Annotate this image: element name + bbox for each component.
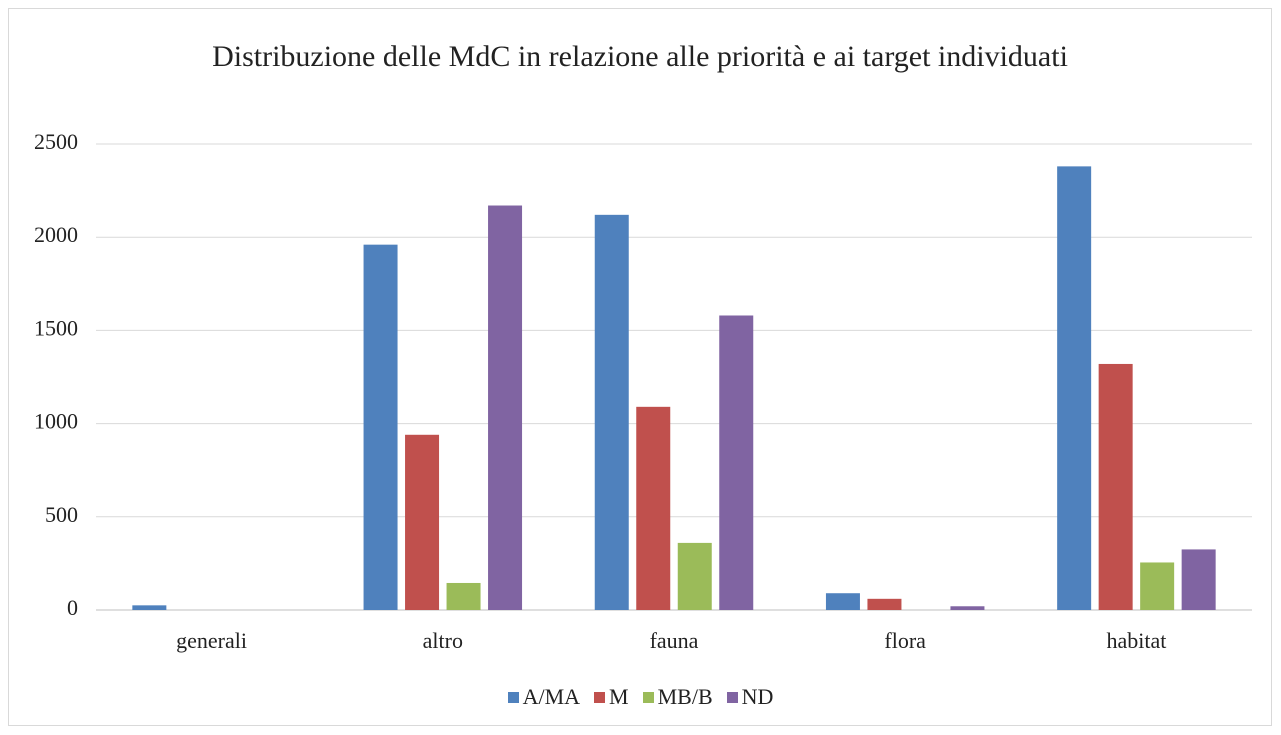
chart-title: Distribuzione delle MdC in relazione all… — [212, 40, 1068, 73]
legend: A/MA M MB/B ND — [0, 684, 1281, 710]
y-tick-label: 2500 — [34, 129, 78, 154]
x-tick-label: fauna — [650, 628, 699, 653]
bar — [677, 542, 712, 610]
bar — [825, 593, 860, 610]
y-tick-label: 0 — [67, 595, 78, 620]
legend-item: A/MA — [507, 684, 581, 710]
y-tick-label: 500 — [45, 502, 78, 527]
legend-swatch — [507, 691, 519, 703]
legend-label: ND — [741, 684, 774, 709]
bar — [1057, 166, 1092, 611]
bar — [719, 315, 754, 610]
bar — [594, 214, 629, 610]
bar — [405, 434, 440, 610]
legend-item: M — [594, 684, 629, 710]
legend-swatch — [642, 691, 654, 703]
x-tick-label: habitat — [1106, 628, 1166, 653]
legend-item: MB/B — [642, 684, 713, 710]
chart-frame — [8, 8, 1272, 726]
bar — [950, 606, 985, 610]
legend-swatch — [594, 691, 606, 703]
y-tick-label: 1500 — [34, 315, 78, 340]
bar — [1181, 549, 1216, 610]
bar — [1140, 562, 1175, 610]
legend-label: A/MA — [522, 684, 581, 709]
legend-item: ND — [726, 684, 774, 710]
bar — [488, 205, 523, 610]
bar — [636, 406, 671, 610]
x-tick-label: flora — [884, 628, 926, 653]
x-tick-label: generali — [176, 628, 247, 653]
legend-swatch — [726, 691, 738, 703]
legend-label: MB/B — [657, 684, 713, 709]
bar — [446, 582, 481, 610]
bar — [363, 244, 398, 610]
y-tick-label: 2000 — [34, 222, 78, 247]
bar — [867, 598, 902, 610]
legend-label: M — [609, 684, 629, 709]
bar — [1098, 363, 1133, 610]
bar — [132, 605, 167, 610]
x-tick-label: altro — [423, 628, 463, 653]
y-tick-label: 1000 — [34, 409, 78, 434]
